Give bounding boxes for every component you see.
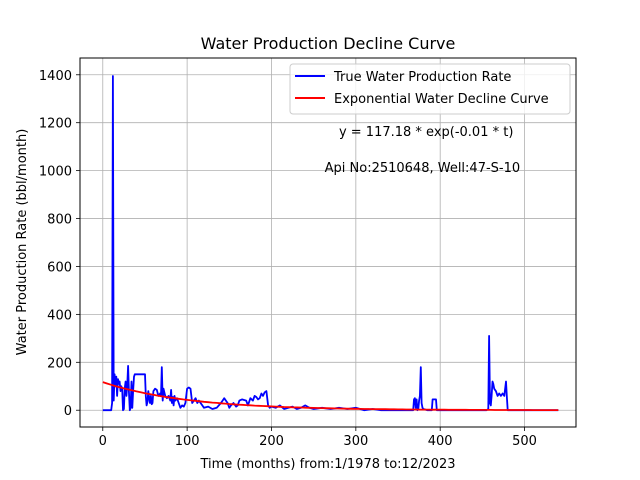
- chart-title: Water Production Decline Curve: [201, 34, 456, 53]
- x-tick-label: 500: [512, 434, 537, 449]
- y-axis-label: Water Production Rate (bbl/month): [15, 129, 30, 356]
- x-tick-label: 200: [259, 434, 284, 449]
- legend-label-true-water: True Water Production Rate: [333, 70, 511, 85]
- axes-frame: [79, 57, 577, 428]
- y-tick-label: 200: [47, 356, 72, 371]
- series-line-0: [102, 75, 559, 412]
- x-tick-label: 300: [343, 434, 368, 449]
- y-tick-label: 1400: [39, 69, 72, 84]
- y-tick-label: 800: [47, 213, 72, 228]
- y-tick-label: 400: [47, 308, 72, 323]
- y-tick-label: 1200: [39, 117, 72, 132]
- annotation-0: y = 117.18 * exp(-0.01 * t): [339, 125, 513, 140]
- y-tick-label: 600: [47, 260, 72, 275]
- annotations: y = 117.18 * exp(-0.01 * t) Api No:251064…: [325, 125, 521, 176]
- x-tick-label: 100: [175, 434, 200, 449]
- legend: True Water Production Rate Exponential W…: [289, 63, 571, 115]
- x-axis-label: Time (months) from:1/1978 to:12/2023: [199, 457, 455, 472]
- annotation-1: Api No:2510648, Well:47-S-10: [325, 161, 521, 176]
- y-axis-ticks: 0 200 400 600 800 1000 1200 1400: [39, 69, 80, 419]
- x-tick-label: 0: [99, 434, 107, 449]
- x-tick-label: 400: [428, 434, 453, 449]
- legend-box: [289, 63, 571, 115]
- legend-label-exponential: Exponential Water Decline Curve: [334, 92, 549, 107]
- series-line-1: [102, 381, 559, 412]
- plot-series: [102, 75, 559, 412]
- x-axis-ticks: 0 100 200 300 400 500: [99, 427, 537, 449]
- y-tick-label: 0: [64, 404, 72, 419]
- y-tick-label: 1000: [39, 165, 72, 180]
